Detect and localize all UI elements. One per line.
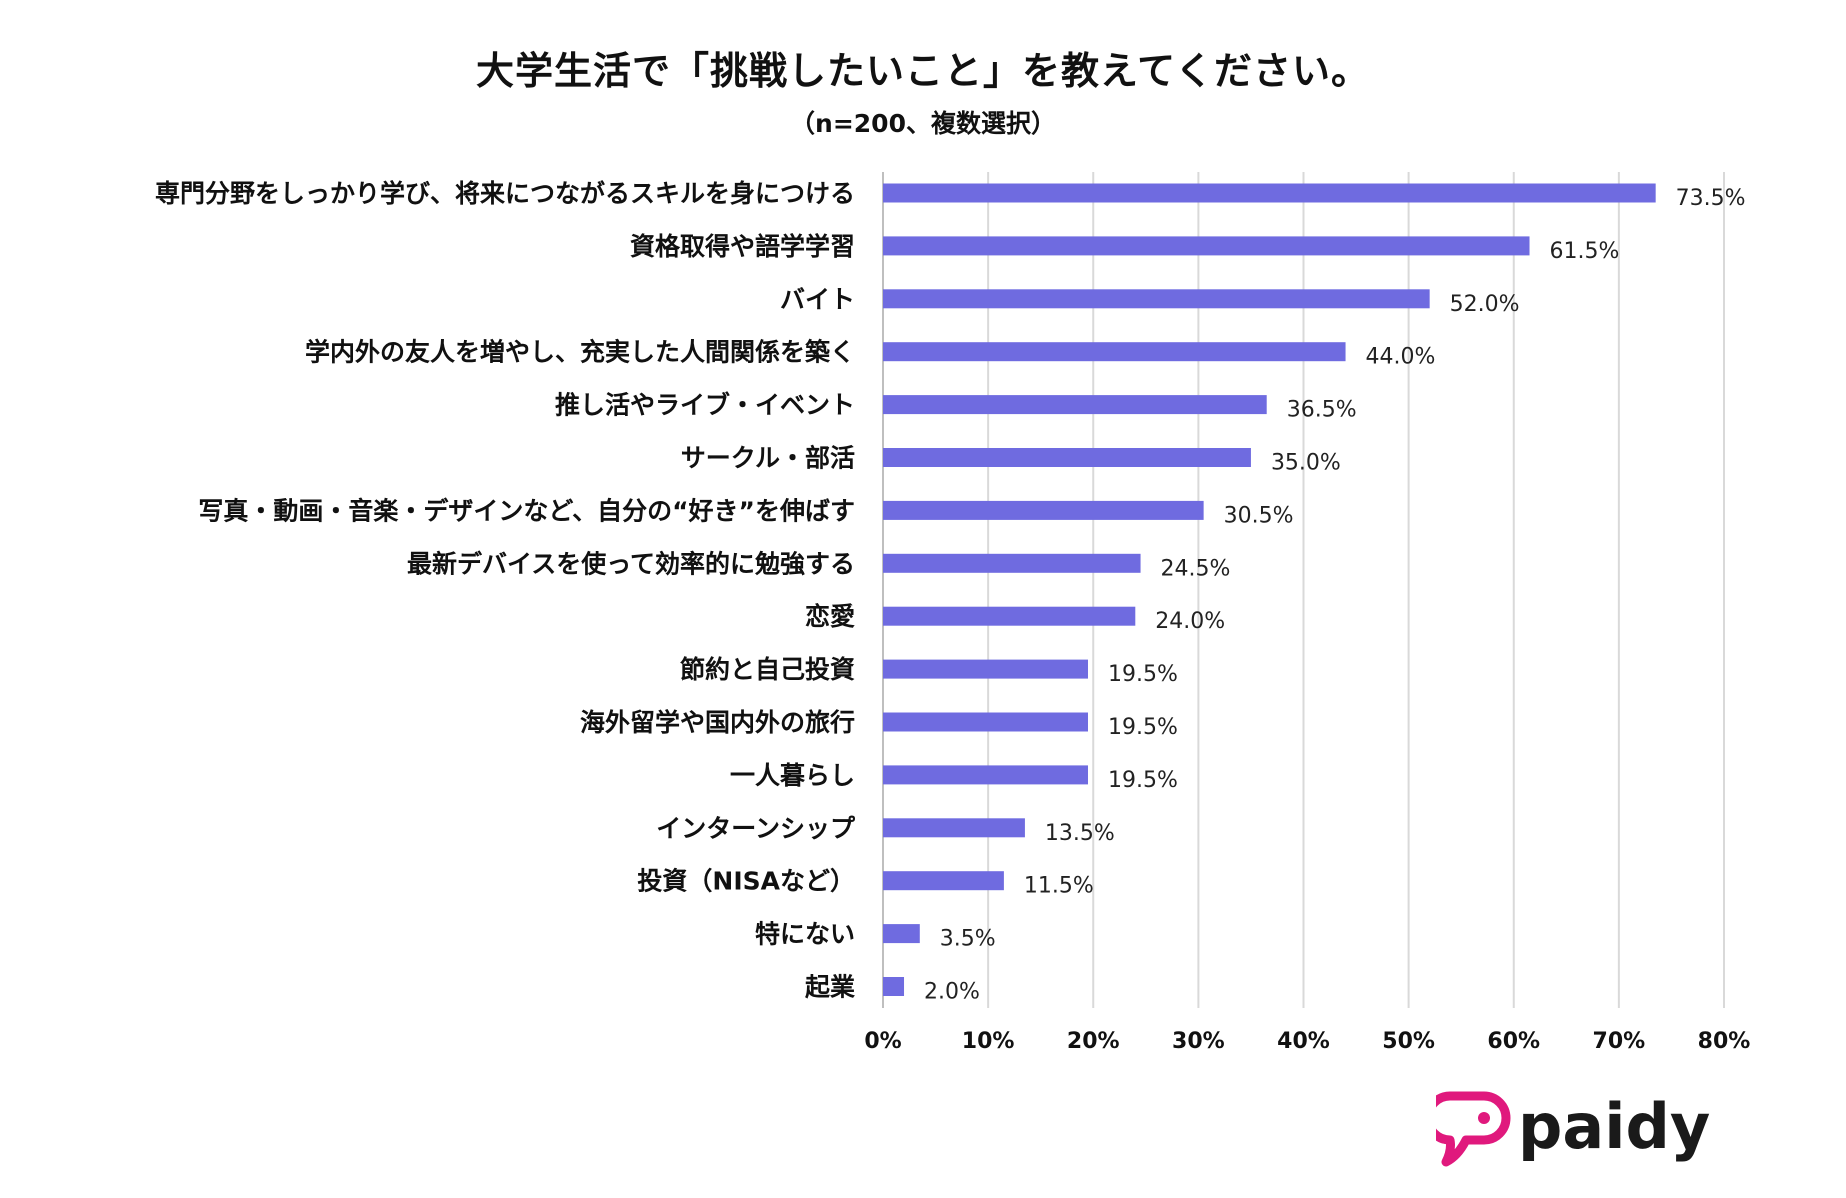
data-label: 61.5% <box>1550 239 1620 264</box>
category-label: 起業 <box>805 973 855 1002</box>
data-label: 2.0% <box>924 980 980 1005</box>
bar <box>883 712 1088 732</box>
bar <box>883 448 1251 467</box>
paidy-logo: paidy <box>1436 1090 1710 1167</box>
category-label: 資格取得や語学学習 <box>630 232 855 261</box>
category-label: 写真・動画・音楽・デザインなど、自分の“好き”を伸ばす <box>198 496 855 525</box>
category-label: 海外留学や国内外の旅行 <box>580 708 855 737</box>
bar <box>883 871 1004 891</box>
x-tick-label: 30% <box>1172 1029 1225 1054</box>
bar <box>883 659 1088 679</box>
bar <box>883 342 1346 362</box>
x-tick-label: 50% <box>1382 1029 1435 1054</box>
data-label: 36.5% <box>1287 398 1357 423</box>
category-label: 推し活やライブ・イベント <box>555 391 855 420</box>
bar <box>883 500 1204 520</box>
chart-subtitle: （n=200、複数選択） <box>790 109 1056 138</box>
category-label: 学内外の友人を増やし、充実した人間関係を築く <box>305 338 855 367</box>
bar <box>883 395 1267 415</box>
category-label: 特にない <box>755 920 855 949</box>
category-label: インターンシップ <box>656 814 856 843</box>
category-label: 恋愛 <box>805 602 855 631</box>
data-label: 24.0% <box>1155 609 1225 634</box>
data-label: 30.5% <box>1224 503 1294 528</box>
x-tick-label: 80% <box>1698 1029 1751 1054</box>
bar <box>883 553 1141 573</box>
x-tick-label: 70% <box>1593 1029 1646 1054</box>
bar <box>883 924 920 944</box>
category-label: サークル・部活 <box>681 444 855 473</box>
bar <box>883 289 1430 309</box>
data-label: 3.5% <box>940 927 996 952</box>
bar <box>883 818 1025 838</box>
paidy-logo-text: paidy <box>1518 1090 1710 1163</box>
data-label: 19.5% <box>1108 715 1178 740</box>
paidy-mark-icon <box>1436 1091 1511 1167</box>
bar <box>883 236 1530 256</box>
chart-title: 大学生活で「挑戦したいこと」を教えてください。 <box>476 49 1370 93</box>
category-label: バイト <box>780 285 855 314</box>
data-label: 13.5% <box>1045 821 1115 846</box>
bar <box>883 606 1136 626</box>
category-label: 最新デバイスを使って効率的に勉強する <box>407 549 855 578</box>
data-label: 35.0% <box>1271 451 1341 476</box>
x-tick-label: 10% <box>962 1029 1015 1054</box>
bar <box>883 977 905 996</box>
x-tick-label: 0% <box>864 1029 901 1054</box>
x-tick-label: 20% <box>1067 1029 1120 1054</box>
bar <box>883 765 1088 785</box>
data-label: 11.5% <box>1024 874 1094 899</box>
category-label: 節約と自己投資 <box>680 655 855 684</box>
data-label: 73.5% <box>1676 186 1746 211</box>
data-label: 19.5% <box>1108 662 1178 687</box>
x-tick-label: 60% <box>1487 1029 1540 1054</box>
category-label: 専門分野をしっかり学び、将来につながるスキルを身につける <box>155 179 855 208</box>
x-tick-label: 40% <box>1277 1029 1330 1054</box>
category-label: 投資（NISAなど） <box>637 867 855 896</box>
data-label: 52.0% <box>1450 292 1520 317</box>
bar <box>883 183 1656 203</box>
data-label: 44.0% <box>1366 345 1436 370</box>
category-label: 一人暮らし <box>730 761 855 790</box>
data-label: 24.5% <box>1161 556 1231 581</box>
data-label: 19.5% <box>1108 768 1178 793</box>
